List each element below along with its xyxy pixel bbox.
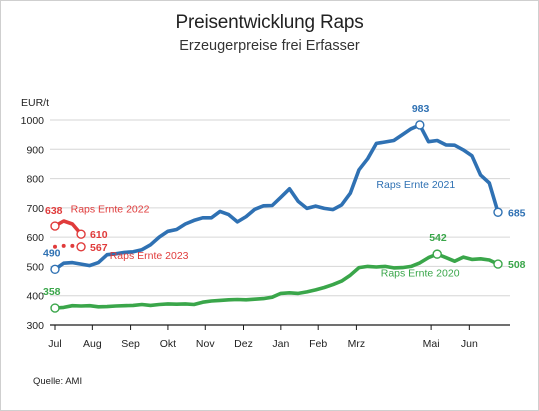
- series-point: [70, 243, 75, 248]
- data-label: 983: [412, 103, 430, 115]
- series-label: Raps Ernte 2022: [71, 203, 150, 215]
- source-note: Quelle: AMI: [33, 376, 83, 387]
- y-tick-label: 1000: [21, 115, 45, 127]
- data-label: 567: [90, 242, 108, 254]
- x-tick-label: Mai: [423, 338, 440, 350]
- data-marker: [493, 259, 503, 269]
- y-tick-label: 800: [26, 174, 44, 186]
- data-label: 542: [429, 232, 447, 244]
- y-tick-label: 300: [26, 320, 44, 332]
- x-tick-label: Aug: [83, 338, 102, 350]
- series-label: Raps Ernte 2020: [381, 268, 460, 280]
- series-point: [61, 243, 66, 248]
- data-marker: [76, 242, 86, 252]
- series-label: Raps Ernte 2021: [376, 179, 455, 191]
- data-marker: [493, 207, 503, 217]
- x-tick-label: Mrz: [348, 338, 366, 350]
- data-label: 610: [90, 229, 108, 241]
- x-tick-label: Jul: [48, 338, 61, 350]
- y-tick-label: 600: [26, 232, 44, 244]
- data-marker: [50, 264, 60, 275]
- data-label: 685: [508, 207, 526, 219]
- y-tick-label: 500: [26, 261, 44, 273]
- y-tick-label: 900: [26, 144, 44, 156]
- data-marker: [432, 249, 442, 259]
- series-label: Raps Ernte 2023: [110, 250, 189, 262]
- data-label: 508: [508, 259, 526, 271]
- y-axis-label: EUR/t: [21, 97, 49, 109]
- x-tick-label: Nov: [196, 338, 215, 350]
- y-tick-label: 400: [26, 291, 44, 303]
- chart-subtitle: Erzeugerpreise frei Erfasser: [179, 38, 360, 54]
- data-marker: [50, 221, 60, 231]
- data-label: 358: [43, 286, 61, 298]
- x-tick-label: Jan: [272, 338, 289, 350]
- series-line-1: [53, 252, 500, 310]
- data-marker: [76, 229, 86, 239]
- data-marker: [50, 303, 60, 313]
- x-tick-label: Feb: [309, 338, 327, 350]
- x-tick-label: Dez: [234, 338, 253, 350]
- series-point: [53, 244, 57, 249]
- data-marker: [415, 120, 425, 130]
- data-label: 638: [45, 205, 63, 217]
- x-tick-label: Sep: [121, 338, 140, 350]
- series-line-0: [53, 123, 500, 272]
- series-line-2: [53, 219, 83, 236]
- x-tick-label: Okt: [160, 338, 176, 350]
- x-tick-label: Jun: [461, 338, 478, 350]
- data-label: 490: [43, 247, 61, 259]
- chart-title: Preisentwicklung Raps: [175, 12, 364, 33]
- y-tick-label: 700: [26, 203, 44, 215]
